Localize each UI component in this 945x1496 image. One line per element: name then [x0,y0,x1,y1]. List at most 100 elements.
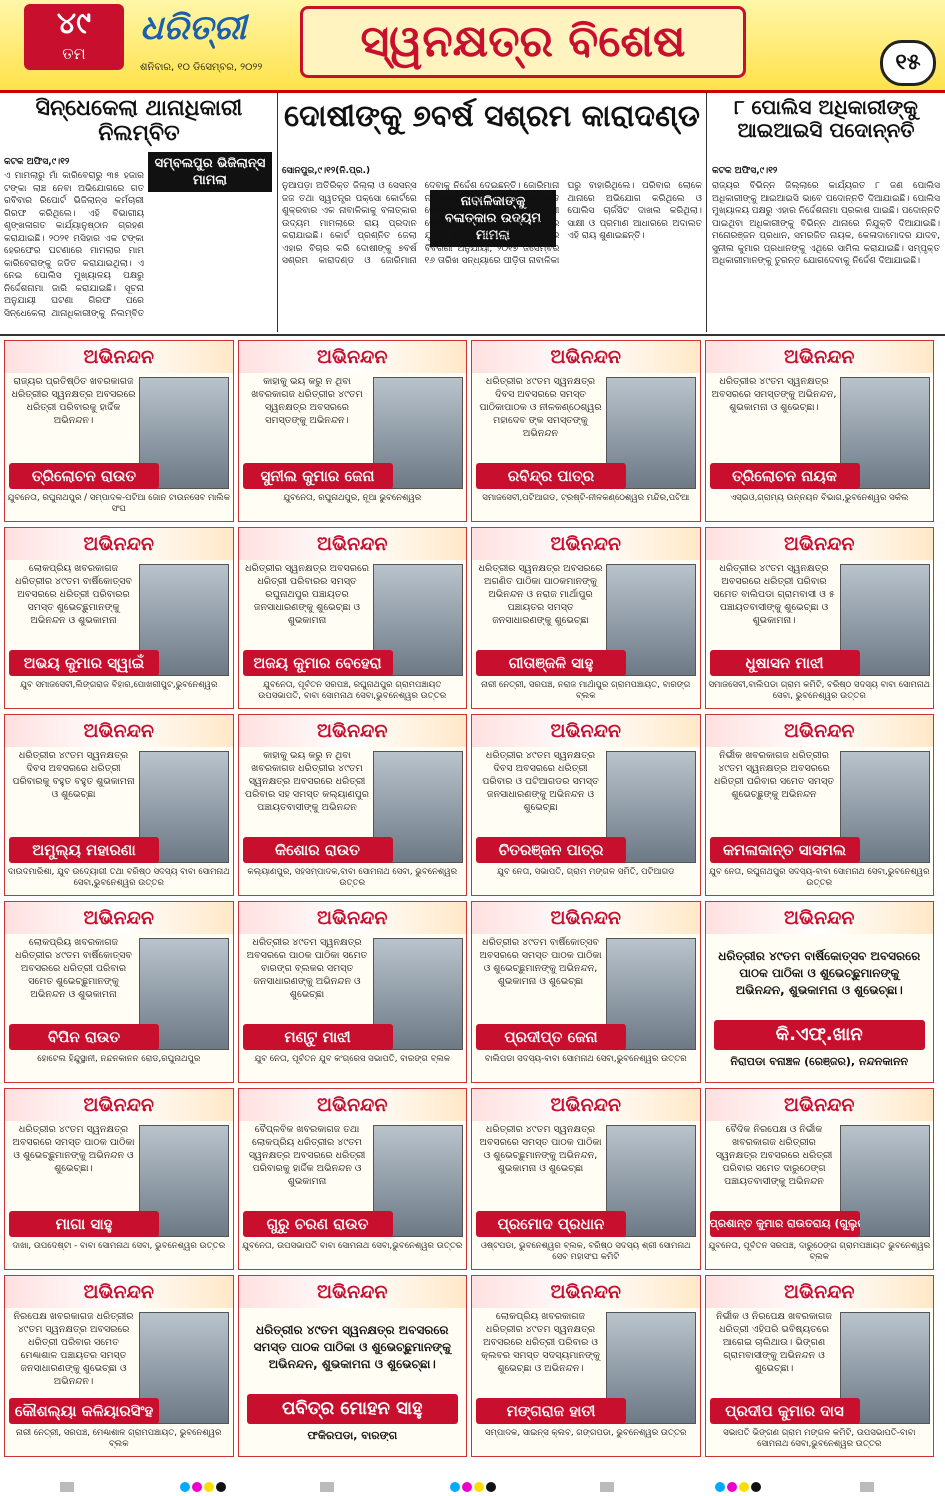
ad-name: ଅଭୟ କୁମାର ସ୍ୱାଇଁ [9,650,159,676]
ad-name: କିଶୋର ରାଉତ [242,837,393,863]
ad-heading: ଅଭିନନ୍ଦନ [472,902,700,934]
greeting-ad: ଅଭିନନ୍ଦନ ଲୋକପ୍ରିୟ ଖବରକାଗଜ ଧରିତ୍ରୀର ୪୯ତମ ବ… [4,527,234,709]
ad-name: କି.ଏଫ୍.ଖାନ [713,1020,925,1050]
ad-message: ଲୋକପ୍ରିୟ ଖବରକାଗଜ ଧରିତ୍ରୀର ୪୯ତମ ବାର୍ଷିକୋତ… [15,937,132,1000]
greeting-ad: ଅଭିନନ୍ଦନ କାହାକୁ ଭୟ କରୁ ନ ଥିବା ଖବରକାଗଜ ଧରି… [237,340,467,522]
ad-caption: ବାଲିପଡା ସଦସ୍ୟ-ବାବା ସୋମନାଥ ସେବା,ଭୁବନେଶ୍ୱର… [484,1054,687,1064]
ad-heading: ଅଭିନନ୍ଦନ [238,1089,466,1121]
greeting-ad: ଅଭିନନ୍ଦନ ଧରିତ୍ରୀର ୪୯ତମ ସ୍ୱନକ୍ଷତ୍ର ଦିବସ ଅବ… [4,714,234,896]
ad-caption: ଏସ୍ଇଓ,ଗ୍ରାମ୍ୟ ଉନ୍ନୟନ ବିଭାଗ,ଭୁବନେଶ୍ୱର ସର୍… [730,493,909,503]
ad-message: ଧରିତ୍ରୀର ୪୯ତମ ସ୍ୱନକ୍ଷତ୍ର ଅବସରରେ ସମସ୍ତ ପା… [12,1124,135,1174]
story-tag: ନାବାଳିକାଙ୍କୁ ବଳାତ୍କାର ଉଦ୍ୟମ ମାମଲା [430,190,556,247]
ad-name: ପ୍ରଦୀପ୍ତ ଜେନା [476,1024,626,1050]
ad-caption: ନିରାପଡା ବନାଞ୍ଚଳ (ରେଞ୍ଜର), ନନ୍ଦନକାନନ [730,1056,909,1067]
ad-heading: ଅଭିନନ୍ଦନ [705,1276,933,1308]
greeting-ad: ଅଭିନନ୍ଦନ ଲୋକପ୍ରିୟ ଖବରକାଗଜ ଧରିତ୍ରୀର ୪୯ତମ ସ… [471,1275,701,1457]
ad-caption: ସମ୍ପାଦକ, ସାଇନ୍ସ କ୍ଲବ, ଗଙ୍ଗପଡା, ଭୁବନେଶ୍ୱର… [485,1428,687,1438]
ad-name: ସୁନୀଲ କୁମାର ଜେନା [242,463,393,489]
ad-message: ଧରିତ୍ରୀର ସ୍ୱନକ୍ଷତ୍ର ଅବସରରେ ଧରିତ୍ରୀ ପରିବା… [245,563,369,626]
greeting-ad: ଅଭିନନ୍ଦନ ଧରିତ୍ରୀର ୪୯ତମ ବାର୍ଷିକୋତ୍ସବ ଅବସରର… [704,901,934,1083]
print-marks [60,1482,874,1492]
ad-heading: ଅଭିନନ୍ଦନ [5,1089,233,1121]
greeting-ad: ଅଭିନନ୍ଦନ ଧରିତ୍ରୀର ୪୯ତମ ସ୍ୱନକ୍ଷତ୍ର ଅବସରରେ … [704,527,934,709]
ad-heading: ଅଭିନନ୍ଦନ [472,341,700,373]
photo [606,377,696,489]
ad-name: ମାଗା ସାହୁ [9,1211,159,1237]
ad-caption: ଫକିରପଡା, ବାରଙ୍ଗ [307,1430,398,1441]
ad-heading: ଅଭିନନ୍ଦନ [472,715,700,747]
rule [0,334,945,336]
greeting-ad: ଅଭିନନ୍ଦନ ଧରିତ୍ରୀର ୪୯ତମ ସ୍ୱନକ୍ଷତ୍ର ଅବସରରେ … [237,1275,467,1457]
ad-message: ନିରପେକ୍ଷ ଖବରକାଗଜ ଧରିତ୍ରୀର ୪୯ତମ ସ୍ୱନକ୍ଷତ୍… [13,1311,134,1387]
ad-message: ନିର୍ଭୀକ ଖବରକାଗଜ ଧରିତ୍ରୀର ୪୯ତମ ସ୍ୱନକ୍ଷତ୍ର… [714,750,834,800]
ad-caption: ଯୁବନେତା, ରଘୁନାଥପୁର / ସମ୍ପାଦକ-ପଟିଆ ଜୋନ ଟା… [7,493,230,514]
ad-message: ଧରିତ୍ରୀର ୪୯ତମ ସ୍ୱନକ୍ଷତ୍ର ଦିବସ ଅବସରରେ ଧରି… [12,750,135,800]
photo [372,564,463,676]
page-number: ୧୫ [880,40,936,86]
ad-name: କମଳାକାନ୍ତ ସାସମଲ [709,837,860,863]
ad-caption: ଯୁବ ନେତା, ସଭାପତି, ଗ୍ରାମ ମଙ୍ଗଳ ସମିତି, ପଟି… [497,867,675,877]
edition-suffix: ତମ [62,44,86,63]
ad-name: ଗୁରୁ ଚରଣ ରାଉତ [242,1211,393,1237]
ad-caption: ଦାଉଦମାରିଶା, ଯୁବ ଉଦ୍ୟୋଗୀ ତଥା ବରିଷ୍ଠ ସଦସ୍ୟ… [7,867,230,888]
ad-heading: ଅଭିନନ୍ଦନ [5,1276,233,1308]
ad-heading: ଅଭିନନ୍ଦନ [238,715,466,747]
ad-heading: ଅଭିନନ୍ଦନ [5,715,233,747]
ad-heading: ଅଭିନନ୍ଦନ [5,341,233,373]
ad-message: ଧରିତ୍ରୀର ୪୯ତମ ବାର୍ଷିକୋତ୍ସବ ଅବସରରେ ସମସ୍ତ … [479,937,602,987]
ad-name: ପ୍ରଶାନ୍ତ କୁମାର ରାଉତରାୟ (ଗୁଲୁରାଜ) [709,1211,860,1237]
ad-message: ଧରିତ୍ରୀର ୪୯ତମ ସ୍ୱନକ୍ଷତ୍ର ଅବସରରେ ପାଠକ ପାଠ… [246,937,368,1000]
ad-name: ଚିତରଞ୍ଜନ ପାତ୍ର [476,837,626,863]
rule [277,92,278,332]
edition-badge: ୪୯ ତମ [24,4,124,70]
ad-caption: ନାରୀ ନେତ୍ରୀ, ସରପଞ୍ଚ, ନରାଜ ମାର୍ଥାପୁର ଗ୍ରା… [481,680,691,701]
ad-heading: ଅଭିନନ୍ଦନ [472,1089,700,1121]
ad-heading: ଅଭିନନ୍ଦନ [705,528,933,560]
ad-message: ଧରିତ୍ରୀର ୪୯ତମ ସ୍ୱନକ୍ଷତ୍ର ଅବସରରେ ସମସ୍ତ ପା… [479,1124,602,1174]
ad-message: ଧରିତ୍ରୀର ୪୯ତମ ବାର୍ଷିକୋତ୍ସବ ଅବସରରେ ପାଠକ ପ… [718,949,921,997]
story-body-cont [148,186,270,330]
ad-message: ଧରିତ୍ରୀର ୪୯ତମ ସ୍ୱନକ୍ଷତ୍ର ଅବସରରେ ସମସ୍ତଙ୍କ… [711,376,837,413]
edition: ୪୯ [56,6,92,41]
greeting-ad: ଅଭିନନ୍ଦନ ବୈପ୍ଳବିକ ଖବରକାଗଜ ତଥା ଲୋକପ୍ରିୟ ଧର… [237,1088,467,1270]
ad-name: ଅମୁଲ୍ୟ ମହାରଣା [9,837,159,863]
rule [706,92,707,332]
ad-heading: ଅଭିନନ୍ଦନ [705,341,933,373]
ad-name: ପ୍ରଦୀପ କୁମାର ଦାସ [709,1398,860,1424]
ad-heading: ଅଭିନନ୍ଦନ [705,1089,933,1121]
ad-message: ବୈପ୍ଳବିକ ଖବରକାଗଜ ତଥା ଲୋକପ୍ରିୟ ଧରିତ୍ରୀର ୪… [248,1124,366,1187]
ad-name: କୌଶଲ୍ୟା କଳିୟାରସିଂହ [9,1398,159,1424]
ad-message: ଧରିତ୍ରୀର ୪୯ତମ ସ୍ୱନକ୍ଷତ୍ର ଦିବସ ଅବସରରେ ଧରି… [482,750,599,813]
ad-caption: ସମାଜସେବୀ,ପଟିଆଗଡ, ଟ୍ରଷ୍ଟି-ନୀଳକଣ୍ଠେଶ୍ୱର ମନ… [482,493,690,503]
ad-caption: ସମାଜସେବୀ,ବାଲିପଡା ଗ୍ରାମ କମିଟି, ବରିଷ୍ଠ ସଦସ… [708,680,931,701]
greeting-ad: ଅଭିନନ୍ଦନ ଧରିତ୍ରୀର ସ୍ୱନକ୍ଷତ୍ର ଅବସରରେ ଅଗଣିତ… [471,527,701,709]
ad-name: ମଣ୍ଟୁ ମାଝୀ [242,1024,393,1050]
greeting-ad: ଅଭିନନ୍ଦନ ଧରିତ୍ରୀର ୪୯ତମ ସ୍ୱନକ୍ଷତ୍ର ଦିବସ ଅବ… [471,340,701,522]
ad-caption: ହୋଟେଲ ହିନ୍ଦୁସ୍ଥାନୀ, ନନ୍ଦନକାନନ ରୋଡ,ରଘୁନାଥ… [37,1054,201,1064]
ad-message: ରାଜ୍ୟର ପ୍ରତିଷ୍ଠିତ ଖବରକାଗଜ ଧରିତ୍ରୀର ସ୍ୱନକ… [11,376,136,426]
date: ଶନିବାର, ୧୦ ଡିସେମ୍ବର, ୨୦୨୨ [140,62,263,73]
ad-heading: ଅଭିନନ୍ଦନ [472,1276,700,1308]
ad-message: ଲୋକପ୍ରିୟ ଖବରକାଗଜ ଧରିତ୍ରୀର ୪୯ତମ ସ୍ୱନକ୍ଷତ୍… [481,1311,600,1374]
ad-caption: ଯୁବନେତା, ପୂର୍ବତନ ସରପଞ୍ଚ, ରଘୁନାଥପୁର ଗ୍ରାମ… [258,680,447,701]
story-body: ନୁଆପଡ଼ା ଅତିରିକ୍ତ ଜିଲ୍ଲା ଓ ସେସନ୍ସ ଜଜ ତଥା … [282,181,702,266]
ad-caption: ଦାଖା, ଉପଦେଷ୍ଟା - ବାବା ସୋମନାଥ ସେବା, ଭୁବନେ… [12,1241,226,1251]
ad-heading: ଅଭିନନ୍ଦନ [705,715,933,747]
greeting-ad: ଅଭିନନ୍ଦନ ଧରିତ୍ରୀର ୪୯ତମ ସ୍ୱନକ୍ଷତ୍ର ଅବସରରେ … [4,1088,234,1270]
ad-heading: ଅଭିନନ୍ଦନ [238,341,466,373]
ad-caption: ଯୁବ ନେତା, ପୂର୍ବତନ ଯୁବ କଂଗ୍ରେସ ସଭାପତି, ବା… [254,1054,451,1064]
ad-name: ମଙ୍ଗରାଜ ହାତୀ [476,1398,626,1424]
ad-caption: ଯୁବନେତା, ଉପସଭାପତି ବାବା ସୋମନାଥ ସେବା,ଭୁବନେ… [242,1241,463,1251]
dateline: ସୋନପୁର,୯।୧୨(ନି.ପ୍ର.) [282,166,371,176]
brand: ଧରିତ୍ରୀ [140,8,247,48]
ad-heading: ଅଭିନନ୍ଦନ [238,528,466,560]
greeting-ad: ଅଭିନନ୍ଦନ କାହାକୁ ଭୟ କରୁ ନ ଥିବା ଖବରକାଗଜ ଧରି… [237,714,467,896]
ad-message: ଧରିତ୍ରୀର ସ୍ୱନକ୍ଷତ୍ର ଅବସରରେ ଅଗଣିତ ପାଠିକା … [478,563,603,626]
story-body: ଏ ମାମଲାରୁ ମାଁ କାରିବେରାରୁ ୩୫ ହଜାର ଟଙ୍କା ଲ… [4,171,144,319]
greeting-ad: ଅଭିନନ୍ଦନ ଧରିତ୍ରୀର ୪୯ତମ ସ୍ୱନକ୍ଷତ୍ର ଦିବସ ଅବ… [471,714,701,896]
ad-message: କାହାକୁ ଭୟ କରୁ ନ ଥିବା ଖବରକାଗଜ ଧରିତ୍ରୀର ୪୯… [251,376,363,426]
greeting-ad: ଅଭିନନ୍ଦନ ନିର୍ଭୀକ ଓ ନିରପେକ୍ଷ ଖବରକାଗଜ ଧରିତ୍… [704,1275,934,1457]
greeting-ad: ଅଭିନନ୍ଦନ ଧରିତ୍ରୀର ୪୯ତମ ସ୍ୱନକ୍ଷତ୍ର ଅବସରରେ … [237,901,467,1083]
ad-message: ବୈଦିକ ନିରପେକ୍ଷ ଓ ନିର୍ଭୀକ ଖବରକାଗଜ ଧରିତ୍ରୀ… [715,1124,833,1187]
